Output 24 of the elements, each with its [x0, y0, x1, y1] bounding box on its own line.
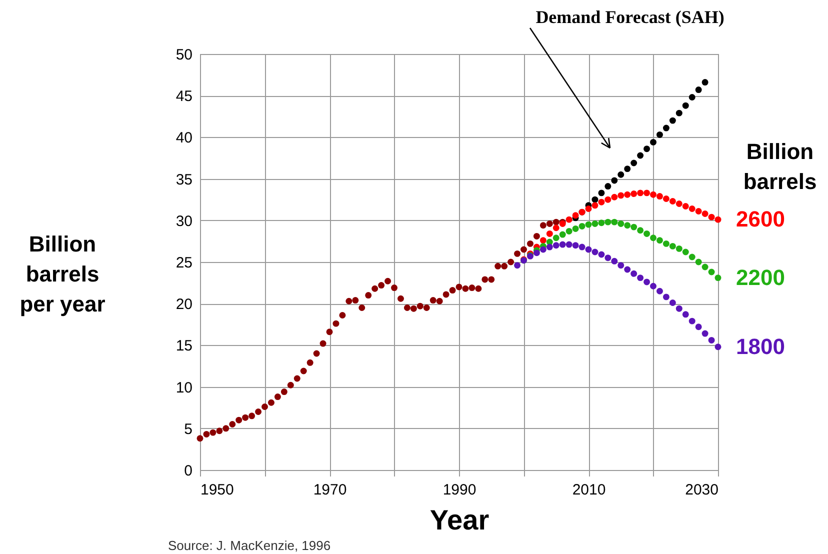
y-tick-label: 5	[184, 420, 192, 438]
y-axis-title: Billion barrels per year	[20, 232, 106, 316]
y-tick-label: 50	[176, 46, 192, 64]
x-tick-label: 2030	[685, 482, 718, 498]
x-tick-label: 1970	[313, 482, 347, 498]
y-tick-label: 0	[184, 462, 192, 480]
y-tick-label: 40	[176, 130, 192, 147]
legend-title: Billion barrels	[743, 139, 817, 194]
y-tick-label: 30	[176, 212, 192, 230]
x-axis-title: Year	[430, 504, 490, 536]
y-tick-label: 35	[176, 171, 192, 188]
y-tick-label: 45	[176, 88, 192, 106]
x-tick-label: 1950	[200, 482, 234, 498]
y-tick-label: 25	[176, 254, 192, 272]
x-tick-label: 1990	[442, 482, 476, 498]
y-tick-label: 15	[176, 338, 192, 355]
y-tick-label: 20	[176, 296, 192, 314]
series-label: 2200	[736, 264, 785, 290]
series-label: 1800	[736, 334, 785, 359]
series-label: 2600	[736, 206, 785, 232]
text: Demand Forecast (SAH)	[536, 7, 724, 27]
y-tick-label: 10	[176, 379, 192, 396]
source-note: Source: J. MacKenzie, 1996	[168, 538, 331, 553]
x-tick-label: 2010	[572, 482, 606, 498]
